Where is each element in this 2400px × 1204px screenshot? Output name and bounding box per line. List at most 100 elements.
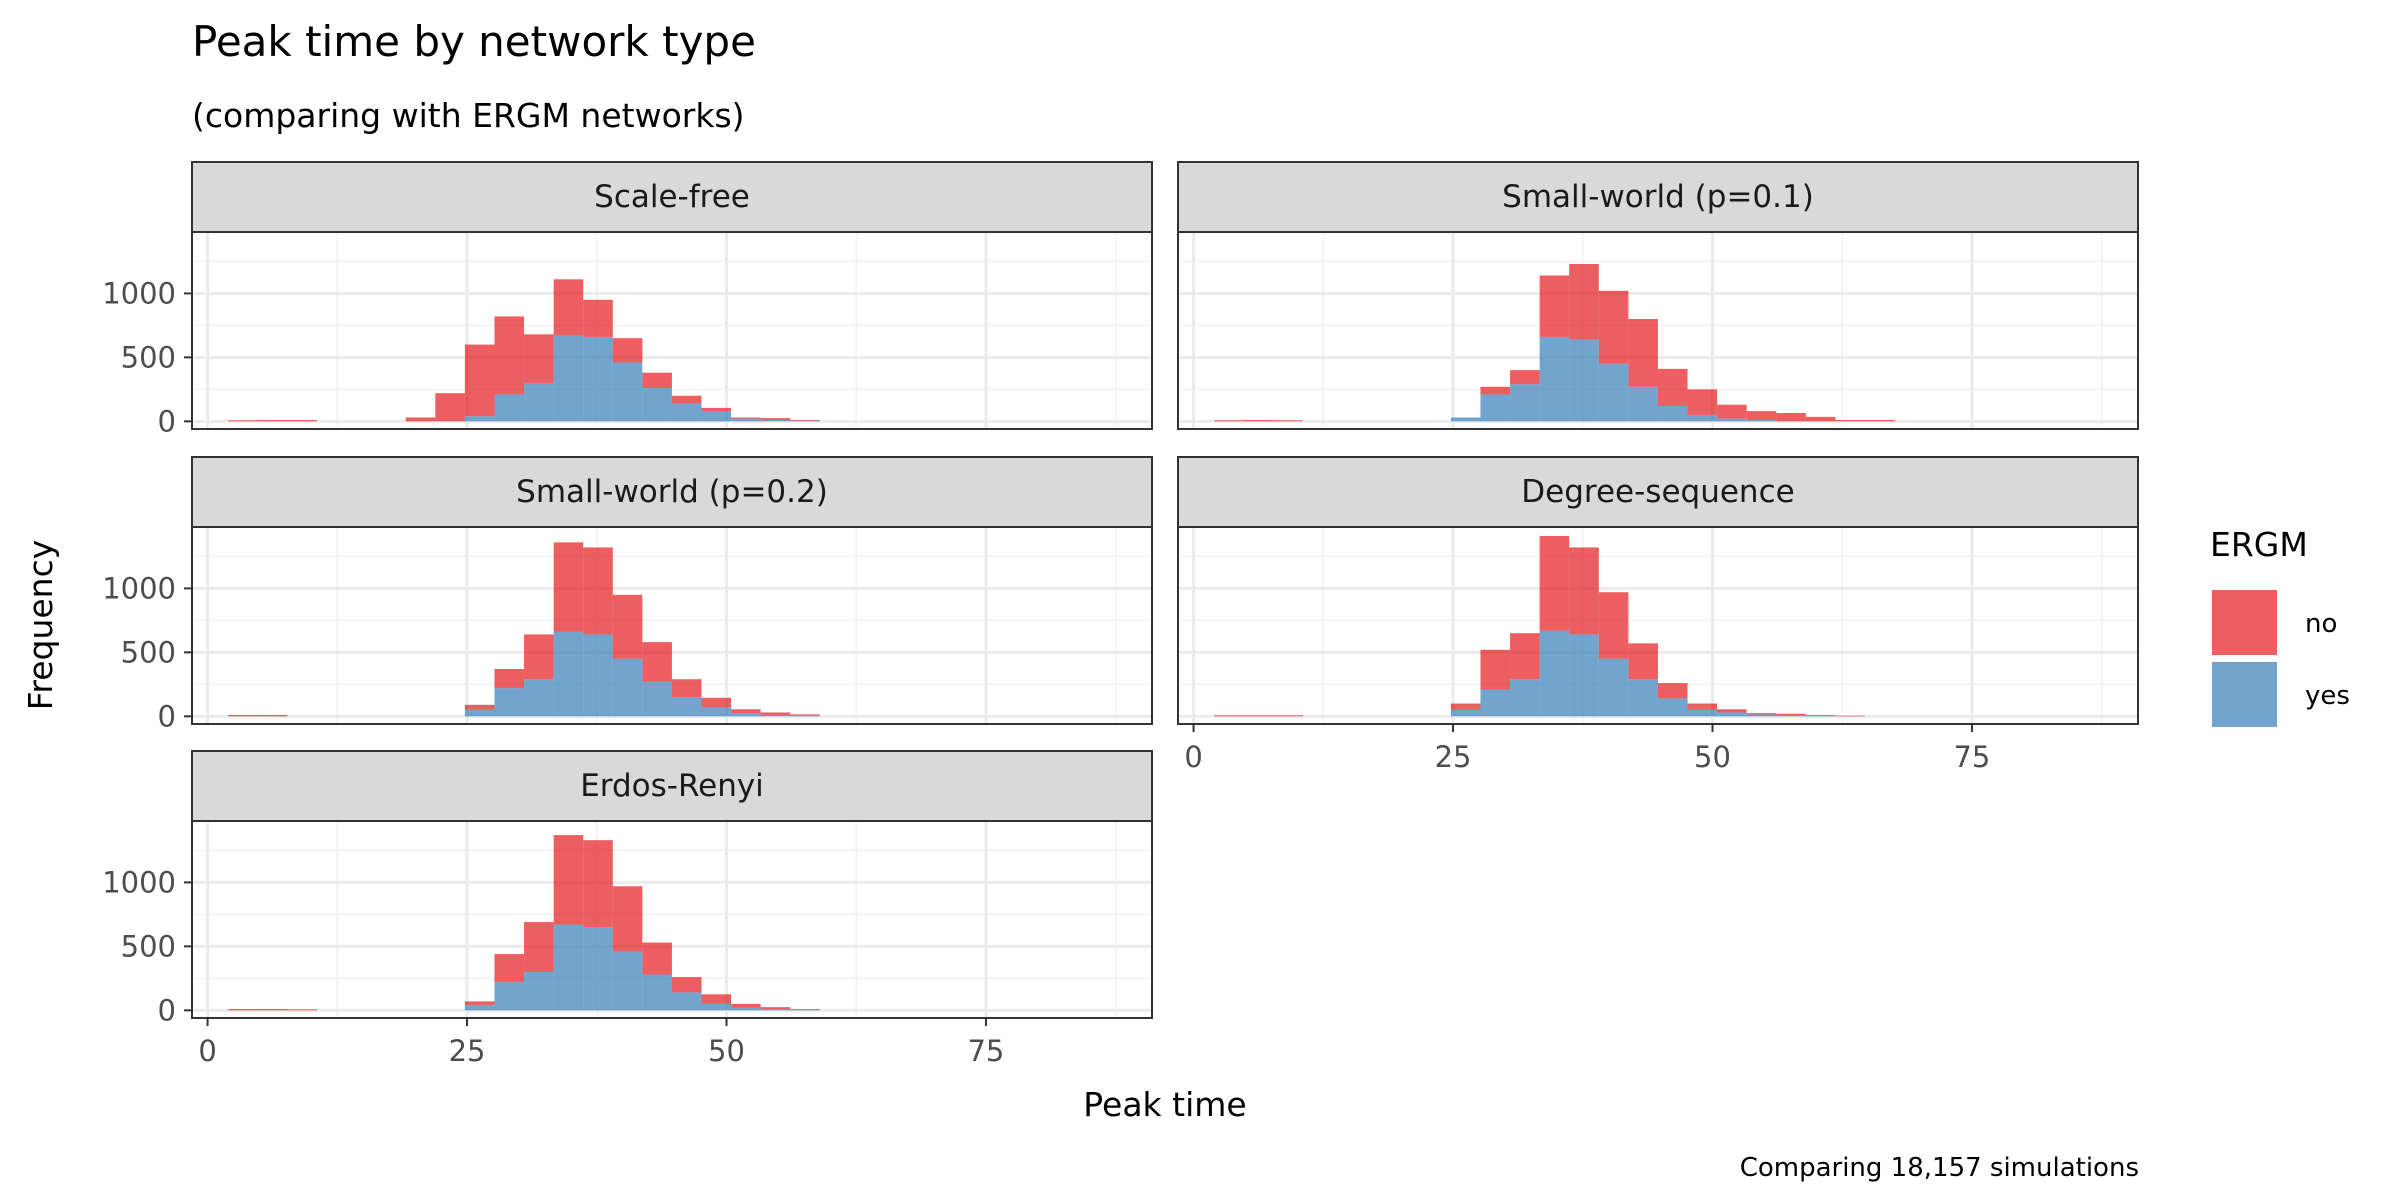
facet-scale-free: Scale-free 0 500 1000: [102, 161, 1153, 438]
bar-yes: [1717, 712, 1747, 717]
bar-no: [435, 393, 465, 422]
facet-strip: [1177, 161, 2139, 233]
x-tick-label: 75: [1953, 740, 1990, 774]
facet-strip: [191, 161, 1153, 233]
bar-no: [287, 420, 318, 422]
panel-border: [191, 231, 1153, 430]
bar-no: [464, 1001, 495, 1006]
bar-yes: [524, 382, 554, 422]
bar-yes: [731, 418, 761, 422]
bar-no: [1717, 404, 1747, 419]
panel-border: [191, 820, 1153, 1019]
facet-strip: [1177, 456, 2139, 528]
bar-no: [671, 679, 702, 698]
bar-no: [1628, 643, 1658, 680]
x-tick-label: 75: [967, 1034, 1004, 1068]
bar-yes: [701, 1003, 732, 1011]
bar-no: [494, 954, 525, 983]
bar-yes: [1657, 405, 1688, 422]
x-tick-label: 0: [1184, 740, 1202, 774]
legend-key-yes: [2212, 662, 2277, 727]
bar-no: [1687, 389, 1718, 415]
bar-no: [524, 922, 554, 972]
bar-no: [671, 395, 702, 404]
bar-yes: [612, 658, 643, 717]
bar-no: [671, 977, 702, 993]
bar-no: [464, 344, 495, 417]
y-tick-label: 1000: [102, 571, 176, 605]
facet-strip-label: Small-world (p=0.1): [1502, 179, 1814, 215]
bar-no: [1598, 592, 1629, 659]
bar-yes: [524, 971, 554, 1011]
bar-yes: [1539, 336, 1570, 422]
bar-no: [1214, 420, 1244, 422]
legend-label-no: no: [2305, 609, 2337, 639]
bar-yes: [671, 697, 702, 717]
x-tick-label: 0: [198, 1034, 216, 1068]
bar-no: [1569, 263, 1599, 340]
y-tick-label: 1000: [102, 276, 176, 310]
bar-no: [1717, 709, 1747, 713]
bar-no: [228, 1009, 258, 1011]
bar-yes: [583, 336, 613, 422]
bar-yes: [731, 713, 761, 717]
bar-yes: [553, 631, 584, 717]
facet-strip-label: Small-world (p=0.2): [516, 474, 828, 510]
bar-no: [1539, 535, 1570, 631]
bar-no: [731, 709, 761, 714]
bar-no: [1805, 416, 1836, 422]
bar-no: [790, 1009, 820, 1010]
bar-no: [405, 417, 436, 422]
bar-yes: [494, 394, 525, 422]
chart-title: Peak time by network type: [192, 17, 756, 66]
bar-no: [1480, 386, 1511, 395]
bar-no: [612, 594, 643, 659]
facet-strip-label: Erdos-Renyi: [580, 768, 764, 804]
bar-no: [1746, 713, 1777, 715]
bar-no: [701, 994, 732, 1004]
bar-yes: [1598, 363, 1629, 422]
bar-yes: [1628, 386, 1658, 422]
panel-border: [1177, 231, 2139, 430]
bar-no: [1776, 713, 1806, 716]
bar-no: [1510, 633, 1540, 680]
chart-caption: Comparing 18,157 simulations: [1740, 1153, 2139, 1183]
bar-yes: [671, 403, 702, 422]
bar-no: [1687, 703, 1718, 710]
bar-no: [1657, 368, 1688, 406]
y-tick-label: 1000: [102, 865, 176, 899]
bar-yes: [1687, 414, 1718, 422]
legend-title: ERGM: [2210, 525, 2308, 564]
bar-no: [1657, 683, 1688, 699]
bar-no: [1569, 547, 1599, 635]
bar-no: [1243, 715, 1274, 717]
bar-yes: [524, 679, 554, 717]
bar-yes: [612, 362, 643, 422]
bar-yes: [1569, 339, 1599, 422]
facet-erdos-renyi: Erdos-Renyi 0 500 1000 0 25 50 75: [102, 750, 1153, 1068]
bar-no: [1864, 420, 1895, 422]
bar-no: [642, 942, 672, 975]
bar-yes: [642, 974, 672, 1011]
bar-yes: [1450, 417, 1481, 422]
x-tick-label: 25: [1435, 740, 1472, 774]
bar-no: [553, 279, 584, 336]
bar-yes: [553, 924, 584, 1011]
bar-no: [1214, 715, 1244, 717]
panel-border: [191, 526, 1153, 725]
bar-yes: [494, 982, 525, 1011]
bar-no: [553, 835, 584, 925]
bar-yes: [1746, 420, 1777, 422]
bar-yes: [760, 1009, 791, 1011]
bar-no: [731, 1003, 761, 1008]
bar-no: [1243, 420, 1274, 422]
bar-no: [1835, 420, 1865, 422]
chart-subtitle: (comparing with ERGM networks): [192, 96, 745, 135]
bar-yes: [583, 927, 613, 1011]
y-tick-label: 500: [121, 929, 176, 963]
y-tick-label: 0: [158, 993, 176, 1027]
bar-no: [1480, 649, 1511, 690]
bar-no: [642, 372, 672, 389]
